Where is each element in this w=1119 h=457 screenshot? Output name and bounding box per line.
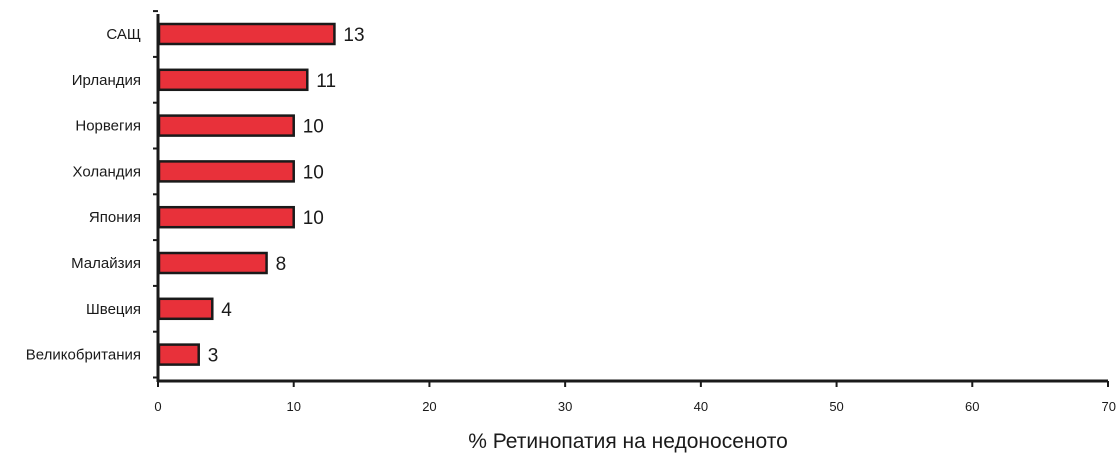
x-tick-label: 60 [965, 399, 979, 414]
data-label: 10 [303, 162, 324, 183]
category-label: Великобритания [26, 347, 141, 364]
category-label: Япония [89, 209, 141, 226]
category-label: Холандия [73, 163, 141, 180]
x-tick-label: 0 [154, 399, 161, 414]
x-tick-label: 10 [286, 399, 300, 414]
bar [157, 251, 268, 275]
x-tick-label: 50 [829, 399, 843, 414]
data-label: 10 [303, 117, 324, 138]
bar [157, 205, 295, 229]
data-label: 10 [303, 208, 324, 229]
data-label: 3 [208, 346, 219, 367]
bar [157, 297, 214, 321]
category-label: САЩ [106, 26, 141, 43]
category-labels: САЩ Ирландия Норвегия Холандия Япония Малайзи… [26, 26, 141, 364]
category-label: Норвегия [75, 118, 141, 135]
bars [157, 22, 336, 366]
x-tick-label: 30 [558, 399, 572, 414]
category-label: Швеция [86, 301, 141, 318]
bar [157, 22, 336, 46]
x-ticks: 0 10 20 30 40 50 60 70 [154, 381, 1116, 414]
category-label: Малайзия [71, 255, 141, 272]
bar [157, 114, 295, 137]
category-label: Ирландия [72, 72, 141, 89]
x-tick-label: 20 [422, 399, 436, 414]
data-label: 13 [343, 25, 364, 46]
axes [153, 10, 1108, 383]
data-label: 4 [221, 300, 232, 321]
data-label: 11 [316, 71, 336, 92]
bar [157, 68, 309, 92]
bar [157, 160, 295, 183]
x-axis-title: % Ретинопатия на недоносеното [468, 430, 788, 453]
data-label: 8 [276, 254, 287, 275]
x-tick-label: 70 [1102, 399, 1116, 414]
x-tick-label: 40 [694, 399, 708, 414]
value-labels: 13 11 10 10 10 8 4 3 [208, 25, 365, 367]
bar [157, 343, 200, 366]
